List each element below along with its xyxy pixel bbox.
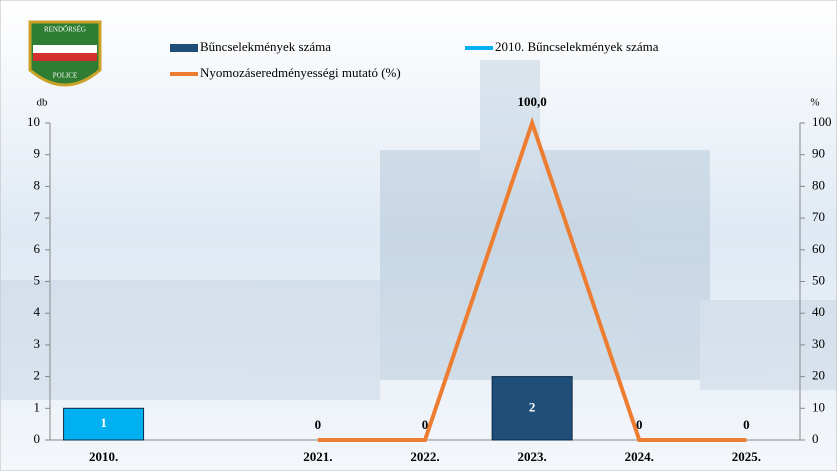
y2-tick-label: 80 (812, 177, 825, 192)
y2-tick-label: 0 (812, 431, 819, 446)
y2-tick-label: 40 (812, 304, 825, 319)
y2-tick-label: 70 (812, 209, 825, 224)
y2-tick-label: 10 (812, 399, 825, 414)
y-tick-label: 6 (34, 241, 41, 256)
page: RENDŐRSÉG POLICE db % 012345678910010203… (0, 0, 837, 471)
x-tick-label: 2021. (303, 449, 332, 464)
y-tick-label: 1 (34, 399, 41, 414)
y-tick-label: 9 (34, 146, 41, 161)
x-tick-label: 2010. (89, 449, 118, 464)
x-tick-label: 2023. (518, 449, 547, 464)
chart: RENDŐRSÉG POLICE db % 012345678910010203… (0, 0, 837, 471)
x-tick-label: 2024. (625, 449, 654, 464)
bar-value-label: 2 (529, 399, 536, 414)
y2-axis-label: % (810, 97, 819, 109)
legend-icon (170, 44, 198, 52)
y-tick-label: 4 (34, 304, 41, 319)
legend-label: Nyomozáseredményességi mutató (%) (200, 65, 401, 80)
logo-bottom-text: POLICE (53, 72, 78, 80)
x-tick-label: 2025. (732, 449, 761, 464)
y-tick-label: 2 (34, 368, 41, 383)
legend-label: 2010. Bűncselekmények száma (495, 39, 659, 54)
y-tick-label: 0 (34, 431, 41, 446)
y-tick-label: 7 (34, 209, 41, 224)
y-axis-label: db (37, 97, 49, 109)
x-tick-label: 2022. (410, 449, 439, 464)
y2-tick-label: 90 (812, 146, 825, 161)
y-tick-label: 8 (34, 177, 41, 192)
y2-tick-label: 30 (812, 336, 825, 351)
bar-value-label: 1 (100, 415, 107, 430)
line-value-label: 100,0 (518, 94, 547, 109)
y-tick-label: 10 (27, 114, 40, 129)
legend-label: Bűncselekmények száma (200, 39, 331, 54)
y2-tick-label: 60 (812, 241, 825, 256)
y2-tick-label: 100 (812, 114, 832, 129)
y2-tick-label: 20 (812, 368, 825, 383)
y2-tick-label: 50 (812, 272, 825, 287)
logo-top-text: RENDŐRSÉG (44, 26, 86, 34)
y-tick-label: 5 (34, 272, 41, 287)
y-tick-label: 3 (34, 336, 41, 351)
bar-value-label: 0 (315, 417, 322, 432)
logo: RENDŐRSÉG POLICE (30, 22, 100, 85)
bar-value-label: 0 (743, 417, 750, 432)
